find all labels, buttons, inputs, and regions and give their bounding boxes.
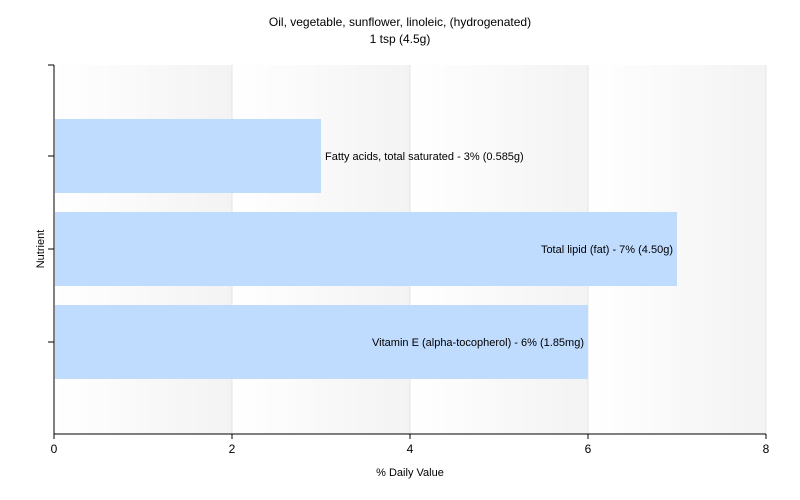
bar xyxy=(55,305,588,379)
x-tick-label: 0 xyxy=(51,442,58,456)
x-tick-label: 4 xyxy=(407,442,414,456)
bar-label: Vitamin E (alpha-tocopherol) - 6% (1.85m… xyxy=(372,337,584,349)
x-tick-label: 6 xyxy=(585,442,592,456)
x-tick-label: 2 xyxy=(229,442,236,456)
bar xyxy=(55,212,677,286)
y-axis-title: Nutrient xyxy=(35,230,47,269)
bar-label: Fatty acids, total saturated - 3% (0.585… xyxy=(325,151,524,163)
x-tick-label: 8 xyxy=(763,442,770,456)
chart-title-block: Oil, vegetable, sunflower, linoleic, (hy… xyxy=(0,14,800,48)
bar-label: Total lipid (fat) - 7% (4.50g) xyxy=(541,244,673,256)
bar xyxy=(55,119,321,193)
chart-title: Oil, vegetable, sunflower, linoleic, (hy… xyxy=(268,15,532,29)
chart-subtitle: 1 tsp (4.5g) xyxy=(369,32,431,46)
x-axis-title: % Daily Value xyxy=(376,467,444,479)
